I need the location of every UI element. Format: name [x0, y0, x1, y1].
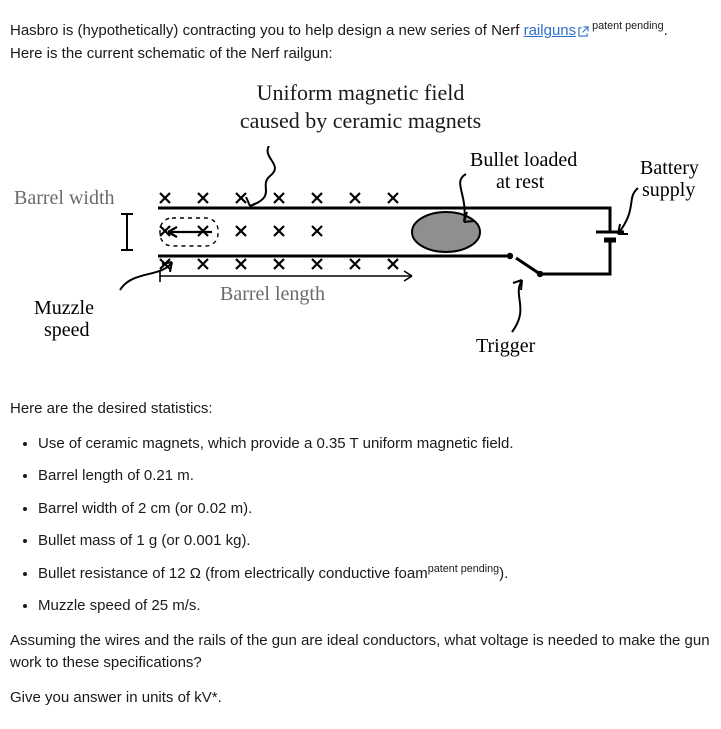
intro-line-2: Here is the current schematic of the Ner…	[10, 45, 333, 62]
spec-item: Barrel width of 2 cm (or 0.02 m).	[38, 498, 711, 521]
stats-intro: Here are the desired statistics:	[10, 398, 711, 421]
question-p2: Give you answer in units of kV*.	[10, 687, 711, 710]
railguns-link-text: railguns	[524, 22, 577, 39]
svg-text:supply: supply	[642, 179, 695, 201]
railgun-svg: Barrel width Muzzlespeed Barrel length Bull…	[10, 146, 710, 386]
diagram-title-l2: caused by ceramic magnets	[240, 108, 481, 133]
specs-list: Use of ceramic magnets, which provide a …	[18, 433, 711, 618]
svg-text:speed: speed	[44, 319, 90, 341]
railgun-diagram: Uniform magnetic field caused by ceramic…	[10, 79, 711, 386]
diagram-title-l1: Uniform magnetic field	[257, 80, 465, 105]
intro-paragraph: Hasbro is (hypothetically) contracting y…	[10, 20, 711, 65]
svg-text:Bullet loaded: Bullet loaded	[470, 149, 577, 171]
intro-post: .	[664, 22, 668, 39]
svg-text:Barrel width: Barrel width	[14, 187, 115, 209]
spec-item: Barrel length of 0.21 m.	[38, 465, 711, 488]
spec-item: Bullet mass of 1 g (or 0.001 kg).	[38, 530, 711, 553]
question-p1: Assuming the wires and the rails of the …	[10, 630, 711, 675]
svg-text:Barrel length: Barrel length	[220, 283, 325, 305]
spec-item: Bullet resistance of 12 Ω (from electric…	[38, 563, 711, 586]
spec5-post: ).	[499, 565, 508, 582]
spec5-pre: Bullet resistance of 12 Ω (from electric…	[38, 565, 428, 582]
patent-sup-1: patent pending	[589, 20, 663, 32]
diagram-title: Uniform magnetic field caused by ceramic…	[10, 79, 711, 134]
spec-item: Use of ceramic magnets, which provide a …	[38, 433, 711, 456]
patent-sup-2: patent pending	[428, 563, 499, 575]
svg-text:Muzzle: Muzzle	[34, 297, 94, 319]
svg-text:Trigger: Trigger	[476, 335, 536, 357]
intro-pre: Hasbro is (hypothetically) contracting y…	[10, 22, 524, 39]
railguns-link[interactable]: railguns	[524, 22, 577, 39]
svg-text:Battery: Battery	[640, 157, 699, 179]
external-link-icon	[578, 22, 589, 33]
spec-item: Muzzle speed of 25 m/s.	[38, 595, 711, 618]
svg-text:at rest: at rest	[496, 171, 545, 193]
